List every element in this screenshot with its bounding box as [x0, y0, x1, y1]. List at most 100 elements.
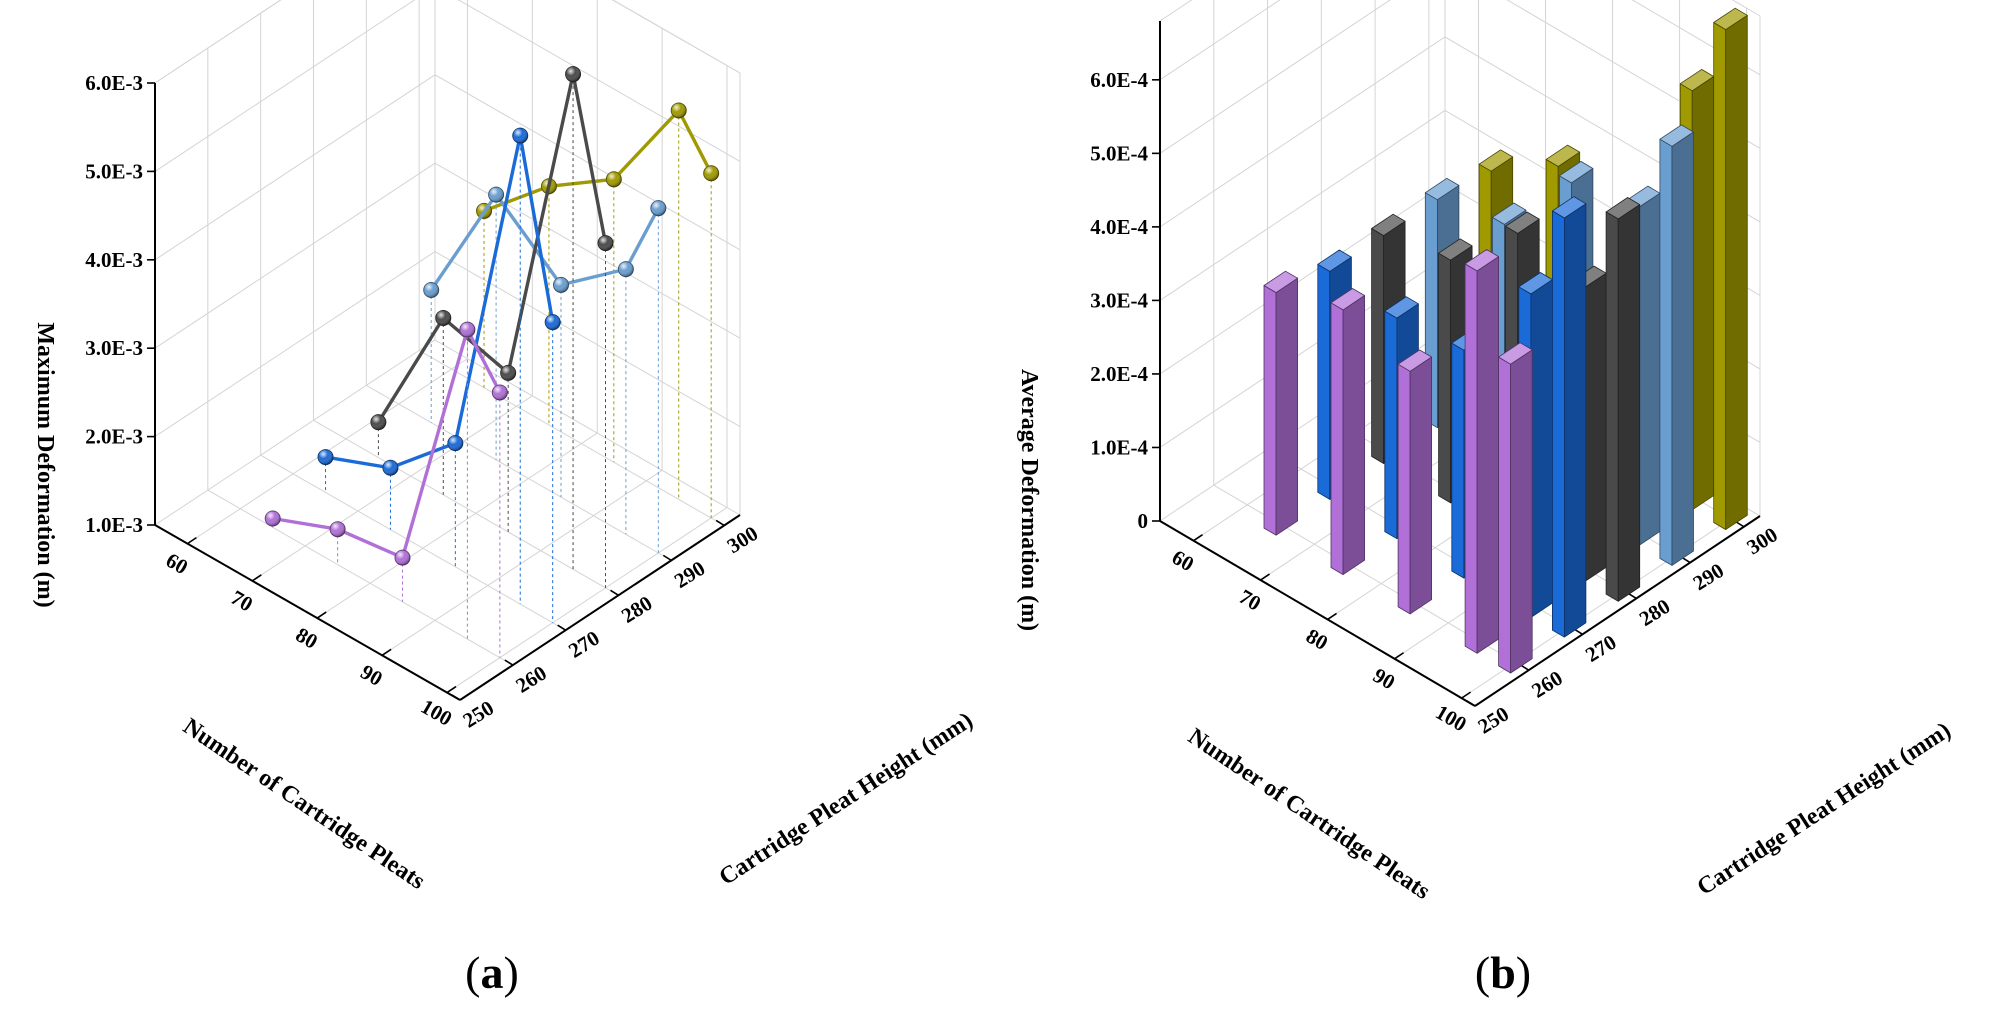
panel-a-x-axis-line: [154, 524, 461, 701]
panel-b-bar-face-side: [1671, 131, 1694, 566]
panel-b-bar-face-front: [1451, 342, 1465, 579]
panel-b-grid-back-z-6.0E-4: [1631, 0, 1761, 76]
panel-b-y-axis-line: [1474, 515, 1761, 707]
panel-b-y-tick-label-280: 280: [1635, 594, 1674, 631]
panel-a-point-shine-300-85: [606, 171, 622, 187]
panel-b-bar-face-front: [1552, 210, 1565, 638]
panel-a-point-shine-290-95: [618, 261, 634, 277]
panel-a-line-260: [272, 327, 502, 560]
panel-a-x-tick-80: [316, 611, 327, 619]
panel-b-bar-face-side: [1342, 295, 1365, 575]
panel-b-y-tick-label-300: 300: [1742, 522, 1781, 559]
panel-b-x-tick-label-80: 80: [1302, 624, 1332, 655]
panel-a-point-shine-280-100: [598, 235, 614, 251]
panel-a-chart: 60 70 80 90 100 250 260 270 280 290 300 1.0E-3 2.0E-…: [85, 0, 762, 733]
panel-b-bar-face-side: [1275, 277, 1298, 536]
panel-b-bar-face-side: [1638, 192, 1661, 547]
panel-a-y-tick-250: [451, 694, 461, 701]
panel-a-series-280: [370, 66, 614, 588]
panel-b-bar-face-top: [1545, 144, 1581, 167]
panel-b-bar-face-top: [1492, 202, 1527, 225]
panel-b-y-tick-label-290: 290: [1689, 558, 1728, 595]
panel-b-bar-face-front: [1397, 363, 1411, 615]
panel-a-grid-back-z-2.0E-3: [434, 251, 741, 428]
panel-b-z-tick-label-0: 0: [1138, 509, 1149, 533]
panel-b-bar-face-side: [1510, 349, 1533, 674]
panel-a-y-tick-label-250: 250: [459, 696, 498, 733]
panel-b-bar-260-75: [1330, 288, 1365, 575]
panel-a-y-tick-label-290: 290: [670, 556, 709, 593]
panel-b-bar-face-top: [1659, 124, 1694, 147]
panel-b-x-tick-60: [1193, 534, 1203, 542]
panel-b-bar-face-top: [1438, 238, 1473, 261]
panel-b-x-tick-label-70: 70: [1235, 584, 1265, 615]
panel-b-grid-left-z-4.0E-4: [1159, 36, 1446, 228]
panel-b-y-axis-title: Cartridge Pleat Height (mm): [1693, 717, 1956, 900]
panel-a-point-shine-300-95: [671, 102, 687, 118]
panel-b-bar-face-front: [1464, 263, 1478, 654]
panel-a-grid-floor-x-70: [252, 395, 533, 582]
panel-b-bar-260-100: [1498, 342, 1533, 674]
panel-b-bar-face-top: [1263, 270, 1298, 294]
panel-a-grid-left-z-5.0E-3: [154, 0, 416, 172]
panel-a-grid-back-z-3.0E-3: [434, 162, 741, 339]
panel-b-bar-face-top: [1384, 296, 1419, 319]
panel-b-bar-face-top: [1552, 196, 1587, 219]
panel-b-z-axis-title: Average Deformation (m): [1016, 369, 1042, 631]
panel-b-bar-face-side: [1564, 203, 1587, 638]
panel-a-y-tick-label-280: 280: [617, 591, 656, 628]
panel-a-gridlines: [154, 0, 741, 701]
panel-b-y-tick-290: [1681, 556, 1691, 564]
panel-b-bar-face-front: [1317, 263, 1331, 500]
panel-b-y-tick-280: [1627, 592, 1637, 600]
panel-b-bar-face-front: [1330, 302, 1344, 575]
panel-b-bar-face-side: [1409, 356, 1432, 615]
panel-a-z-tick-label-4.0E-3: 4.0E-3: [85, 248, 143, 272]
panel-a-y-tick-300: [715, 519, 725, 527]
panel-a-grid-back-z-1.0E-3: [434, 339, 741, 516]
panel-b-bar-face-top: [1478, 149, 1514, 172]
panel-b-z-tick-label-3.0E-4: 3.0E-4: [1090, 288, 1148, 312]
panel-b-x-tick-label-100: 100: [1431, 700, 1470, 737]
panel-b-bar-face-top: [1559, 160, 1594, 184]
panel-b-bar-face-front: [1384, 310, 1398, 540]
panel-a-y-tick-270: [557, 624, 567, 631]
panel-b-bar-300-100: [1713, 7, 1748, 530]
panel-a-grid-floor-x-100: [446, 507, 728, 693]
panel-a-y-tick-290: [662, 554, 672, 562]
panel-a-point-shine-260-75: [330, 521, 346, 537]
panel-a-z-tick-label-6.0E-3: 6.0E-3: [85, 71, 143, 95]
panel-a-point-shine-270-95: [512, 128, 528, 144]
panel-b-bar-face-top: [1330, 288, 1365, 311]
panel-b-y-tick-270: [1574, 628, 1583, 635]
panel-b-y-tick-260: [1520, 664, 1530, 671]
panel-a-grid-floor-y-280: [313, 419, 619, 596]
panel-a-point-shine-290-75: [488, 187, 504, 203]
panel-a-grid-floor-y-270: [260, 454, 566, 631]
panel-a-point-shine-260-65: [265, 510, 281, 526]
panel-a-point-shine-280-95: [565, 66, 581, 82]
panel-a-point-shine-280-75: [435, 310, 451, 326]
panel-a-caption: (a): [465, 947, 519, 998]
panel-a-z-tick-label-1.0E-3: 1.0E-3: [85, 513, 143, 537]
panel-a-axes: [154, 83, 741, 701]
panel-b-grid-left-z-3.0E-4: [1159, 109, 1446, 301]
panel-a-point-shine-290-85: [553, 277, 569, 293]
panel-a-letter: a: [481, 947, 504, 998]
panel-b-x-axis-title: Number of Cartridge Pleats: [1183, 724, 1434, 905]
panel-a-x-tick-60: [187, 536, 197, 545]
panel-b-bar-280-100: [1605, 197, 1641, 602]
panel-a-point-shine-290-65: [423, 282, 439, 298]
panel-b-grid-left-z-6.0E-4: [1159, 0, 1281, 81]
panel-a-point-shine-270-100: [545, 314, 561, 330]
panel-b-bar-face-top: [1505, 211, 1540, 234]
panel-b-bar-face-top: [1397, 349, 1432, 372]
panel-b-y-tick-label-250: 250: [1474, 702, 1513, 739]
panel-a-x-axis-title: Number of Cartridge Pleats: [178, 714, 429, 895]
panel-b-z-tick-label-1.0E-4: 1.0E-4: [1090, 435, 1148, 459]
panel-b-bar-face-front: [1713, 22, 1727, 530]
panel-b-x-tick-100: [1461, 691, 1472, 699]
panel-b-bar-face-front: [1605, 211, 1619, 602]
panel-a-z-tick-label-5.0E-3: 5.0E-3: [85, 159, 143, 183]
